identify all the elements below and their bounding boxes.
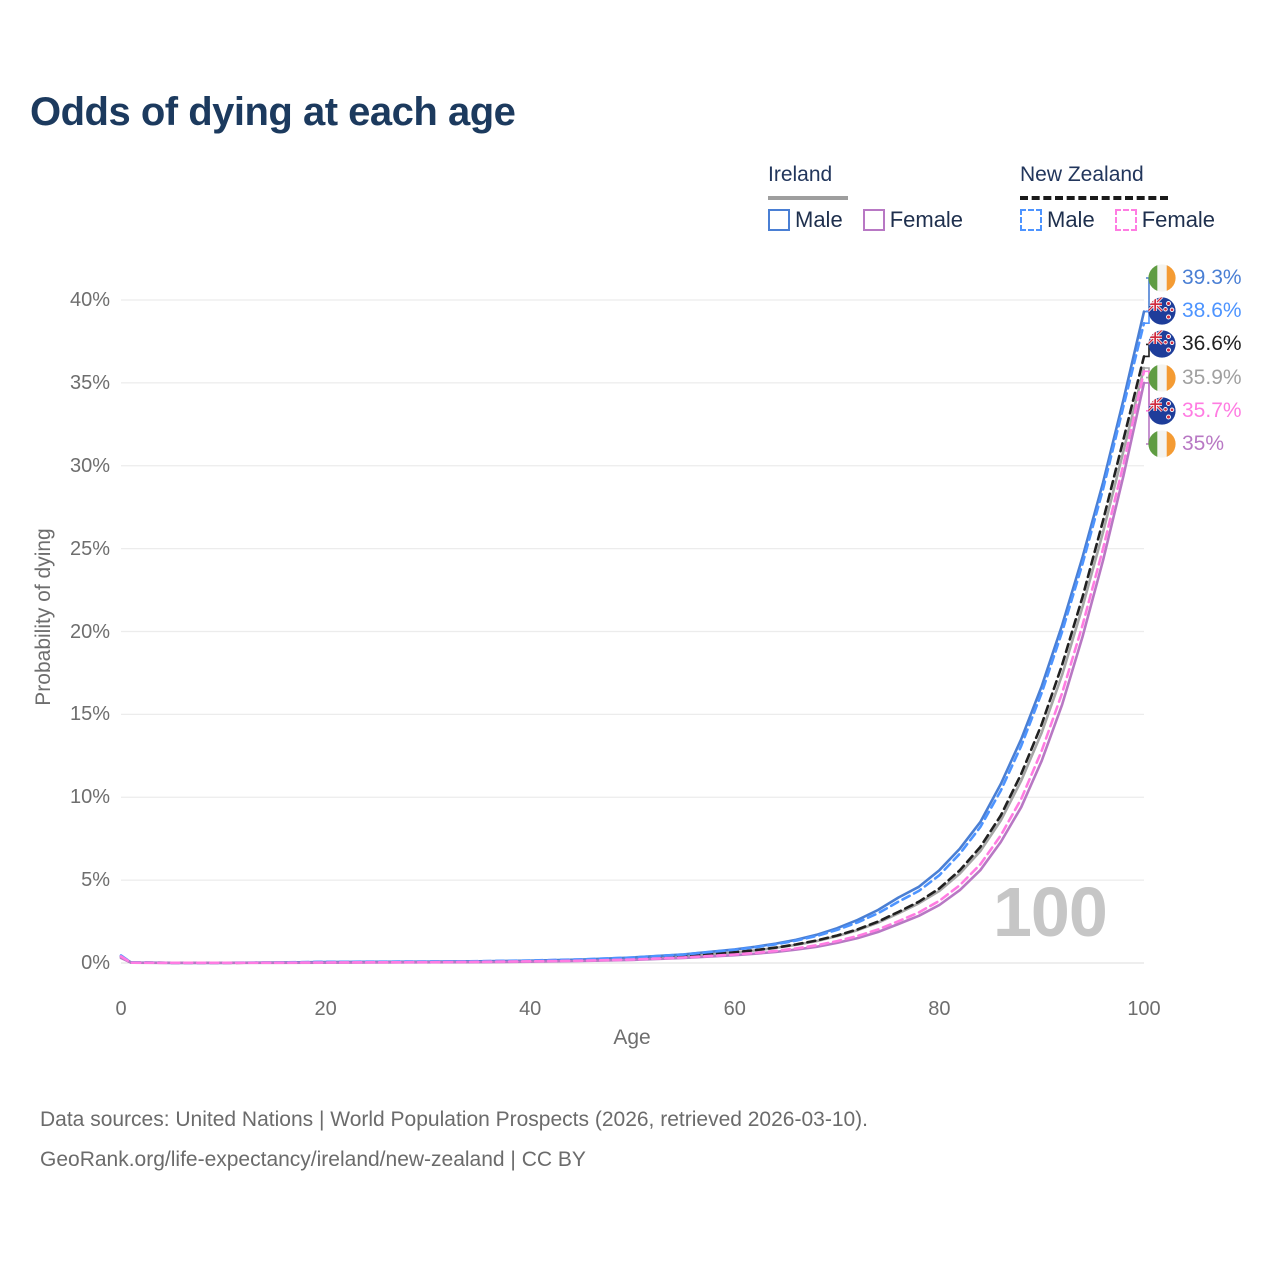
new-zealand-flag-icon: [1148, 397, 1176, 425]
end-label-row-new-zealand-all: 36.6%: [1148, 330, 1242, 358]
end-value-label-ireland-female: 35%: [1182, 432, 1225, 455]
x-tick-label-100: 100: [1127, 998, 1161, 1020]
series-line-ireland-all: [119, 366, 1146, 965]
series-line-ireland-female: [119, 381, 1146, 965]
x-tick-label-0: 0: [115, 998, 127, 1020]
end-label-row-ireland-all: 35.9%: [1148, 363, 1242, 392]
legend-country-ireland[interactable]: Ireland: [768, 163, 833, 186]
legend-group-ireland: Ireland Male Female: [768, 163, 963, 233]
y-tick-label-25%: 25%: [69, 537, 110, 560]
legend-item-new-zealand-male[interactable]: Male: [1020, 207, 1095, 233]
end-label-row-ireland-male: 39.3%: [1148, 264, 1242, 292]
series-line-ireland-male: [119, 310, 1146, 965]
series-line-new-zealand-female: [119, 370, 1146, 965]
legend-item-label: Female: [1141, 207, 1216, 232]
legend-item-label: Female: [889, 207, 964, 232]
legend-country-underline-new-zealand: [1020, 196, 1168, 200]
y-tick-label-30%: 30%: [69, 454, 110, 477]
footer-data-sources: Data sources: United Nations | World Pop…: [40, 1108, 869, 1131]
y-axis-title: Probability of dying: [32, 528, 55, 706]
ireland-flag-icon: [1148, 264, 1176, 292]
new-zealand-flag-icon: [1148, 297, 1176, 325]
legend-swatch-ireland-female: [862, 209, 885, 231]
legend-item-ireland-male[interactable]: Male: [768, 207, 843, 233]
series-line-new-zealand-all: [119, 355, 1146, 965]
y-tick-label-15%: 15%: [69, 703, 110, 726]
y-tick-label-10%: 10%: [69, 786, 110, 809]
legend-country-new-zealand[interactable]: New Zealand: [1020, 163, 1144, 186]
x-axis-title: Age: [613, 1026, 651, 1049]
legend-country-underline-ireland: [768, 196, 848, 200]
legend-swatch-ireland-male: [768, 209, 790, 231]
legend-swatch-new-zealand-male: [1020, 209, 1042, 231]
legend-item-ireland-female[interactable]: Female: [862, 207, 964, 233]
legend-swatch-new-zealand-female: [1114, 209, 1137, 231]
x-tick-label-20: 20: [314, 998, 337, 1020]
legend-group-new-zealand: New Zealand Male Female: [1020, 163, 1215, 233]
legend-item-label: Male: [795, 207, 843, 232]
x-tick-label-60: 60: [723, 998, 746, 1020]
end-value-label-new-zealand-female: 35.7%: [1182, 398, 1242, 422]
ireland-flag-icon: [1148, 430, 1176, 458]
ireland-flag-icon: [1148, 363, 1176, 392]
y-tick-label-20%: 20%: [69, 620, 110, 643]
end-label-row-new-zealand-male: 38.6%: [1148, 297, 1242, 325]
y-tick-label-40%: 40%: [69, 289, 110, 311]
end-value-label-ireland-male: 39.3%: [1182, 266, 1242, 289]
new-zealand-flag-icon: [1148, 330, 1176, 358]
footer-attribution: GeoRank.org/life-expectancy/ireland/new-…: [40, 1148, 586, 1171]
chart-title: Odds of dying at each age: [30, 90, 516, 134]
end-label-row-new-zealand-female: 35.7%: [1148, 397, 1242, 425]
y-tick-label-35%: 35%: [69, 371, 110, 394]
x-tick-label-80: 80: [928, 998, 951, 1020]
series-line-new-zealand-male: [119, 321, 1146, 965]
legend-item-label: Male: [1047, 207, 1095, 232]
age-watermark: 100: [993, 873, 1108, 951]
y-tick-label-5%: 5%: [81, 869, 110, 892]
end-value-label-ireland-all: 35.9%: [1182, 365, 1242, 389]
end-value-label-new-zealand-all: 36.6%: [1182, 332, 1242, 356]
end-label-row-ireland-female: 35%: [1148, 430, 1224, 458]
end-value-label-new-zealand-male: 38.6%: [1182, 299, 1242, 323]
y-tick-label-0%: 0%: [81, 952, 110, 974]
x-tick-label-40: 40: [519, 998, 542, 1020]
legend-item-new-zealand-female[interactable]: Female: [1114, 207, 1216, 233]
